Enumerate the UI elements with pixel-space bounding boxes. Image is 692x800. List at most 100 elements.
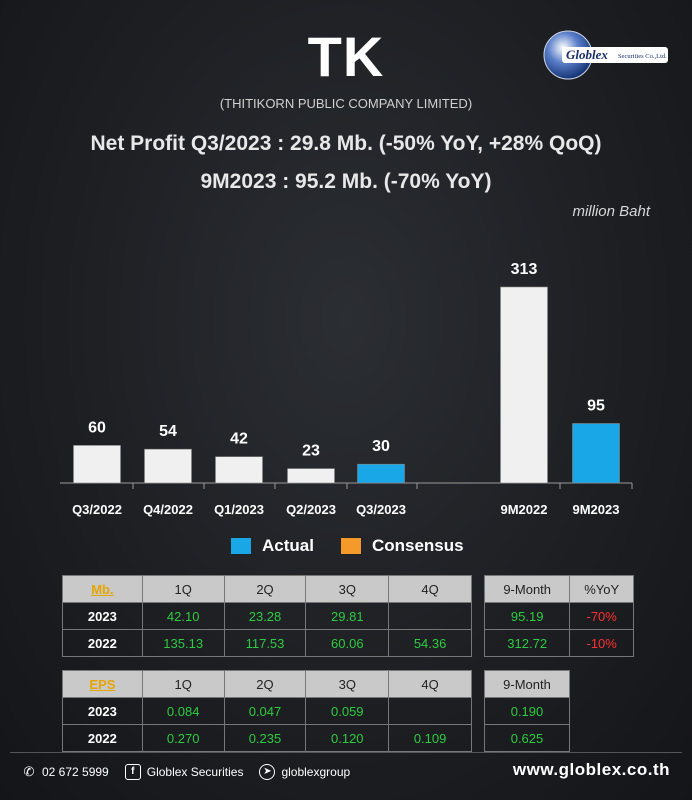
- legend-actual-label: Actual: [262, 536, 314, 555]
- cell-value: [388, 602, 472, 630]
- cell-value: 0.084: [141, 697, 225, 725]
- cell-value: 0.120: [305, 724, 390, 752]
- bar-q1-2023: [215, 456, 263, 484]
- eps-col-2q: 2Q: [223, 670, 307, 698]
- cell-value: 312.72: [483, 629, 571, 657]
- cell-value: 23.28: [223, 602, 307, 630]
- footer-facebook-text: Globlex Securities: [146, 765, 244, 779]
- profit-table-header: Mb. 1Q 2Q 3Q 4Q: [62, 575, 472, 603]
- headline-9m: 9M2023 : 95.2 Mb. (-70% YoY): [200, 170, 492, 193]
- eps-table-header: EPS 1Q 2Q 3Q 4Q: [62, 670, 472, 698]
- legend-actual-swatch: [230, 537, 252, 555]
- profit-col-1q: 1Q: [141, 575, 225, 603]
- table-row: 2022 0.270 0.235 0.120 0.109: [62, 724, 472, 752]
- cell-value: 0.235: [223, 724, 307, 752]
- profit-col-yoy: %YoY: [569, 575, 634, 603]
- cell-yoy: -10%: [569, 629, 634, 657]
- row-year: 2023: [62, 697, 143, 725]
- footer-phone-text: 02 672 5999: [42, 765, 109, 779]
- facebook-icon: f: [124, 764, 141, 780]
- x-tick-label: Q2/2023: [286, 502, 336, 517]
- chart-legend: Actual Consensus: [230, 536, 490, 556]
- profit-col-2q: 2Q: [223, 575, 307, 603]
- footer-contacts: ✆ 02 672 5999 f Globlex Securities ➤ glo…: [22, 764, 366, 780]
- x-tick-label: Q1/2023: [214, 502, 264, 517]
- profit-summary-header: 9-Month %YoY: [483, 575, 634, 603]
- bar-q2-2023: [287, 468, 335, 484]
- data-label: 54: [159, 423, 177, 440]
- data-label: 313: [511, 261, 538, 278]
- legend-consensus: Consensus: [339, 536, 464, 556]
- website-link[interactable]: www.globlex.co.th: [512, 760, 670, 779]
- legend-consensus-swatch: [339, 537, 362, 555]
- table-row: 95.19 -70%: [483, 602, 634, 630]
- cell-value: 0.047: [223, 697, 307, 725]
- eps-col-3q: 3Q: [305, 670, 390, 698]
- eps-col-9month: 9-Month: [484, 670, 570, 698]
- profit-col-9month: 9-Month: [483, 575, 571, 603]
- bar-9m2023: [572, 423, 620, 484]
- cell-yoy: -70%: [569, 602, 634, 630]
- cell-value: 0.059: [305, 697, 390, 725]
- footer-divider: [10, 752, 682, 753]
- eps-col-4q: 4Q: [388, 670, 472, 698]
- unit-label: million Baht: [572, 203, 650, 220]
- x-tick-label: Q3/2023: [356, 502, 406, 517]
- table-row: 2023 0.084 0.047 0.059: [62, 697, 472, 725]
- bar-q3-2023: [357, 463, 405, 484]
- cell-value: 0.270: [141, 724, 225, 752]
- footer-telegram[interactable]: ➤ globlexgroup: [259, 764, 350, 780]
- cell-value: 54.36: [388, 629, 472, 657]
- data-label: 30: [372, 438, 390, 455]
- eps-summary-table: 9-Month 0.190 0.625: [484, 670, 570, 752]
- bar-9m2022: [500, 286, 548, 484]
- cell-value: 60.06: [305, 629, 390, 657]
- legend-consensus-label: Consensus: [371, 536, 464, 555]
- profit-col-3q: 3Q: [305, 575, 390, 603]
- row-year: 2023: [62, 602, 143, 630]
- table-row: 0.190: [484, 697, 570, 725]
- footer-phone[interactable]: ✆ 02 672 5999: [22, 765, 109, 780]
- table-row: 2022 135.13 117.53 60.06 54.36: [62, 629, 472, 657]
- cell-value: 29.81: [305, 602, 390, 630]
- data-label: 95: [587, 398, 605, 415]
- table-row: 312.72 -10%: [483, 629, 634, 657]
- footer-telegram-text: globlexgroup: [281, 765, 351, 779]
- globlex-logo: Globlex Securities Co.,Ltd.: [543, 30, 668, 80]
- bar-q3-2022: [73, 445, 121, 484]
- x-tick-label: Q4/2022: [143, 502, 193, 517]
- x-tick-label: 9M2023: [573, 502, 620, 517]
- data-label: 23: [302, 443, 320, 460]
- profit-table-corner: Mb.: [62, 575, 143, 603]
- legend-actual: Actual: [230, 536, 314, 556]
- bar-q4-2022: [144, 448, 192, 484]
- cell-value: 0.109: [388, 724, 472, 752]
- cell-value: [388, 697, 472, 725]
- company-name: (THITIKORN PUBLIC COMPANY LIMITED): [219, 96, 473, 111]
- eps-summary-header: 9-Month: [484, 670, 570, 698]
- eps-col-1q: 1Q: [141, 670, 225, 698]
- cell-value: 135.13: [141, 629, 225, 657]
- ticker-title: TK: [307, 25, 385, 88]
- data-label: 60: [88, 419, 106, 436]
- table-row: 0.625: [484, 724, 570, 752]
- eps-table-corner: EPS: [62, 670, 143, 698]
- eps-table: EPS 1Q 2Q 3Q 4Q 2023 0.084 0.047 0.059 2…: [62, 670, 472, 752]
- net-profit-bar-chart: 60 Q3/2022 54 Q4/2022 42 Q1/2023 23 Q2/2023 30 Q3…: [60, 261, 633, 517]
- cell-value: 117.53: [223, 629, 307, 657]
- table-row: 2023 42.10 23.28 29.81: [62, 602, 472, 630]
- logo-subtext: Securities Co.,Ltd.: [618, 53, 667, 60]
- footer-facebook[interactable]: f Globlex Securities: [124, 764, 244, 780]
- cell-value: 0.190: [484, 697, 570, 725]
- profit-table: Mb. 1Q 2Q 3Q 4Q 2023 42.10 23.28 29.81 2…: [62, 575, 472, 657]
- cell-value: 0.625: [484, 724, 570, 752]
- row-year: 2022: [62, 724, 143, 752]
- profit-col-4q: 4Q: [388, 575, 472, 603]
- data-label: 42: [230, 431, 248, 448]
- telegram-icon: ➤: [259, 764, 276, 780]
- cell-value: 42.10: [141, 602, 225, 630]
- x-tick-label: Q3/2022: [72, 502, 122, 517]
- profit-summary-table: 9-Month %YoY 95.19 -70% 312.72 -10%: [483, 575, 634, 657]
- logo-text: Globlex: [566, 47, 608, 62]
- x-tick-label: 9M2022: [501, 502, 548, 517]
